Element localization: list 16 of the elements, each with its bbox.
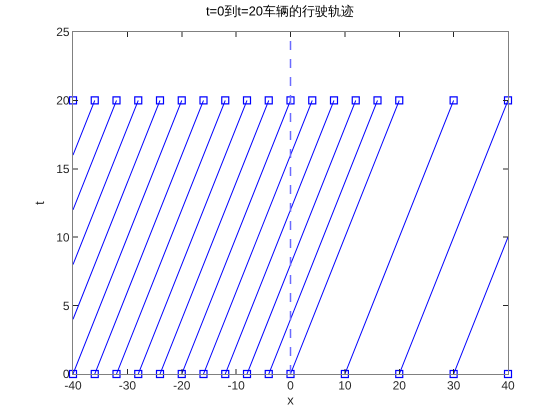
y-tick-label: 15 [56, 162, 70, 176]
x-tick-label: 20 [392, 378, 406, 392]
x-tick-label: -20 [173, 378, 191, 392]
x-tick-label: 10 [338, 378, 352, 392]
x-tick-label: -30 [118, 378, 136, 392]
y-tick-label: 25 [56, 25, 70, 40]
x-tick-label: -10 [227, 378, 246, 392]
x-tick-label: 0 [287, 378, 294, 392]
y-tick-label: 5 [62, 298, 70, 313]
y-tick-label: 20 [56, 94, 70, 108]
x-axis-title: x [287, 392, 294, 408]
chart-title: t=0到t=20车辆的行驶轨迹 [206, 3, 354, 18]
x-tick-label: 40 [501, 378, 515, 392]
y-tick-label: 10 [56, 230, 70, 244]
y-axis-title: t [32, 200, 48, 205]
x-tick-label: 30 [446, 378, 461, 392]
